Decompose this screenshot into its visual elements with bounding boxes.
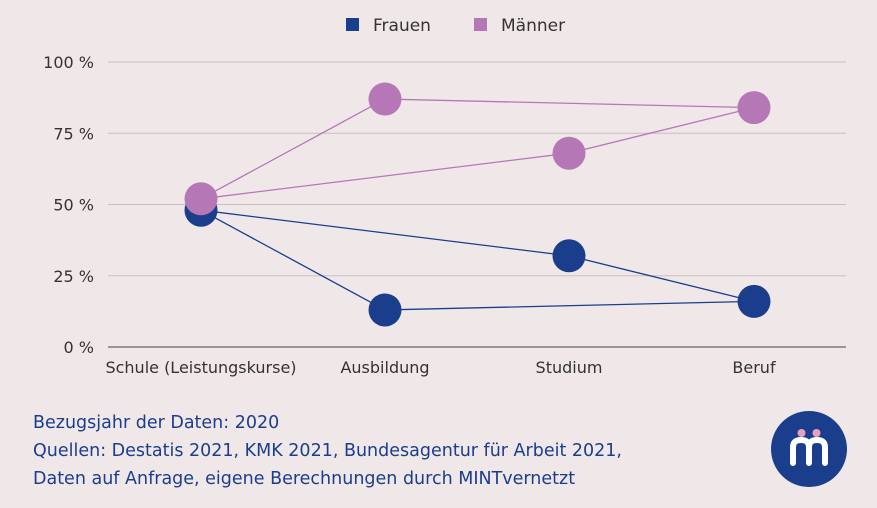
data-point (552, 239, 586, 273)
x-tick-label: Ausbildung (340, 358, 429, 377)
y-tick-label: 0 % (64, 338, 94, 357)
footer: Bezugsjahr der Daten: 2020 Quellen: Dest… (33, 409, 622, 493)
sources-note-line2: Daten auf Anfrage, eigene Berechnungen d… (33, 469, 576, 489)
data-point (368, 293, 402, 327)
series-line (200, 209, 570, 257)
chart: 0 % 25 % 50 % 75 % 100 % Schule (Leistungskur… (43, 16, 846, 377)
series-line (200, 209, 386, 311)
sources-note-line1: Quellen: Destatis 2021, KMK 2021, Bundes… (33, 441, 622, 461)
series-line (200, 152, 570, 200)
x-tick-label: Studium (536, 358, 603, 377)
x-tick-label: Beruf (732, 358, 776, 377)
legend-swatch (474, 18, 487, 31)
data-point (552, 136, 586, 170)
y-tick-label: 50 % (53, 196, 94, 215)
legend-swatch (346, 18, 359, 31)
legend-label: Frauen (373, 16, 431, 36)
x-tick-label: Schule (Leistungskurse) (105, 358, 296, 377)
y-tick-label: 25 % (53, 267, 94, 286)
reference-year-note: Bezugsjahr der Daten: 2020 (33, 413, 280, 433)
data-point (737, 91, 771, 125)
data-point (184, 182, 218, 216)
series-line (384, 98, 755, 109)
series-line (568, 255, 755, 303)
y-tick-label: 100 % (43, 53, 94, 72)
data-point (368, 82, 402, 116)
legend-label: Männer (501, 16, 565, 36)
data-point (737, 284, 771, 318)
series-line (568, 106, 755, 154)
y-tick-label: 75 % (53, 124, 94, 143)
series-line (384, 300, 755, 311)
mintvernetzt-logo-icon (771, 411, 847, 487)
series-line (200, 98, 386, 200)
